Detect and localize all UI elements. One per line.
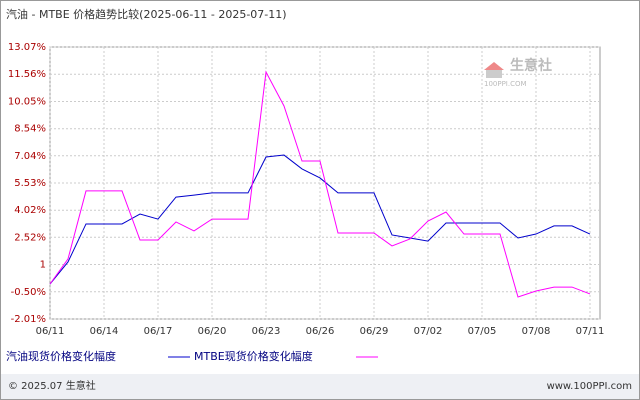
legend-label: MTBE现货价格变化幅度	[194, 349, 313, 363]
series-line	[49, 70, 591, 298]
x-tick-label: 06/29	[360, 326, 389, 337]
watermark-text: 生意社	[510, 57, 552, 74]
x-tick-label: 06/20	[198, 326, 227, 337]
x-tick-label: 07/02	[414, 326, 443, 337]
legend-label: 汽油现货价格变化幅度	[6, 349, 116, 363]
footer-left: © 2025.07 生意社	[8, 379, 96, 392]
y-tick-label: 7.04%	[14, 151, 46, 162]
x-tick-label: 07/05	[468, 326, 497, 337]
x-tick-label: 07/08	[522, 326, 551, 337]
series-line	[49, 154, 591, 285]
watermark-url: 100PPI.COM	[484, 80, 527, 88]
y-tick-label: 8.54%	[14, 124, 46, 135]
footer-right: www.100PPI.com	[547, 381, 632, 392]
y-tick-label: 10.05%	[8, 96, 46, 107]
watermark-icon	[484, 62, 504, 70]
y-tick-label: 2.52%	[14, 232, 46, 243]
x-tick-label: 06/23	[252, 326, 281, 337]
y-tick-label: 4.02%	[14, 205, 46, 216]
y-tick-label: 11.56%	[8, 69, 46, 80]
x-tick-label: 06/14	[90, 326, 119, 337]
y-tick-label: -0.50%	[11, 287, 46, 298]
x-tick-label: 06/11	[36, 326, 65, 337]
y-tick-label: 13.07%	[8, 42, 46, 53]
x-tick-label: 07/11	[576, 326, 605, 337]
y-tick-label: 1	[40, 260, 46, 271]
y-tick-label: 5.53%	[14, 178, 46, 189]
x-tick-label: 06/17	[144, 326, 173, 337]
chart-title: 汽油 - MTBE 价格趋势比较(2025-06-11 - 2025-07-11…	[6, 7, 287, 21]
footer-bar	[1, 374, 639, 399]
y-tick-label: -2.01%	[11, 314, 46, 325]
x-tick-label: 06/26	[306, 326, 335, 337]
